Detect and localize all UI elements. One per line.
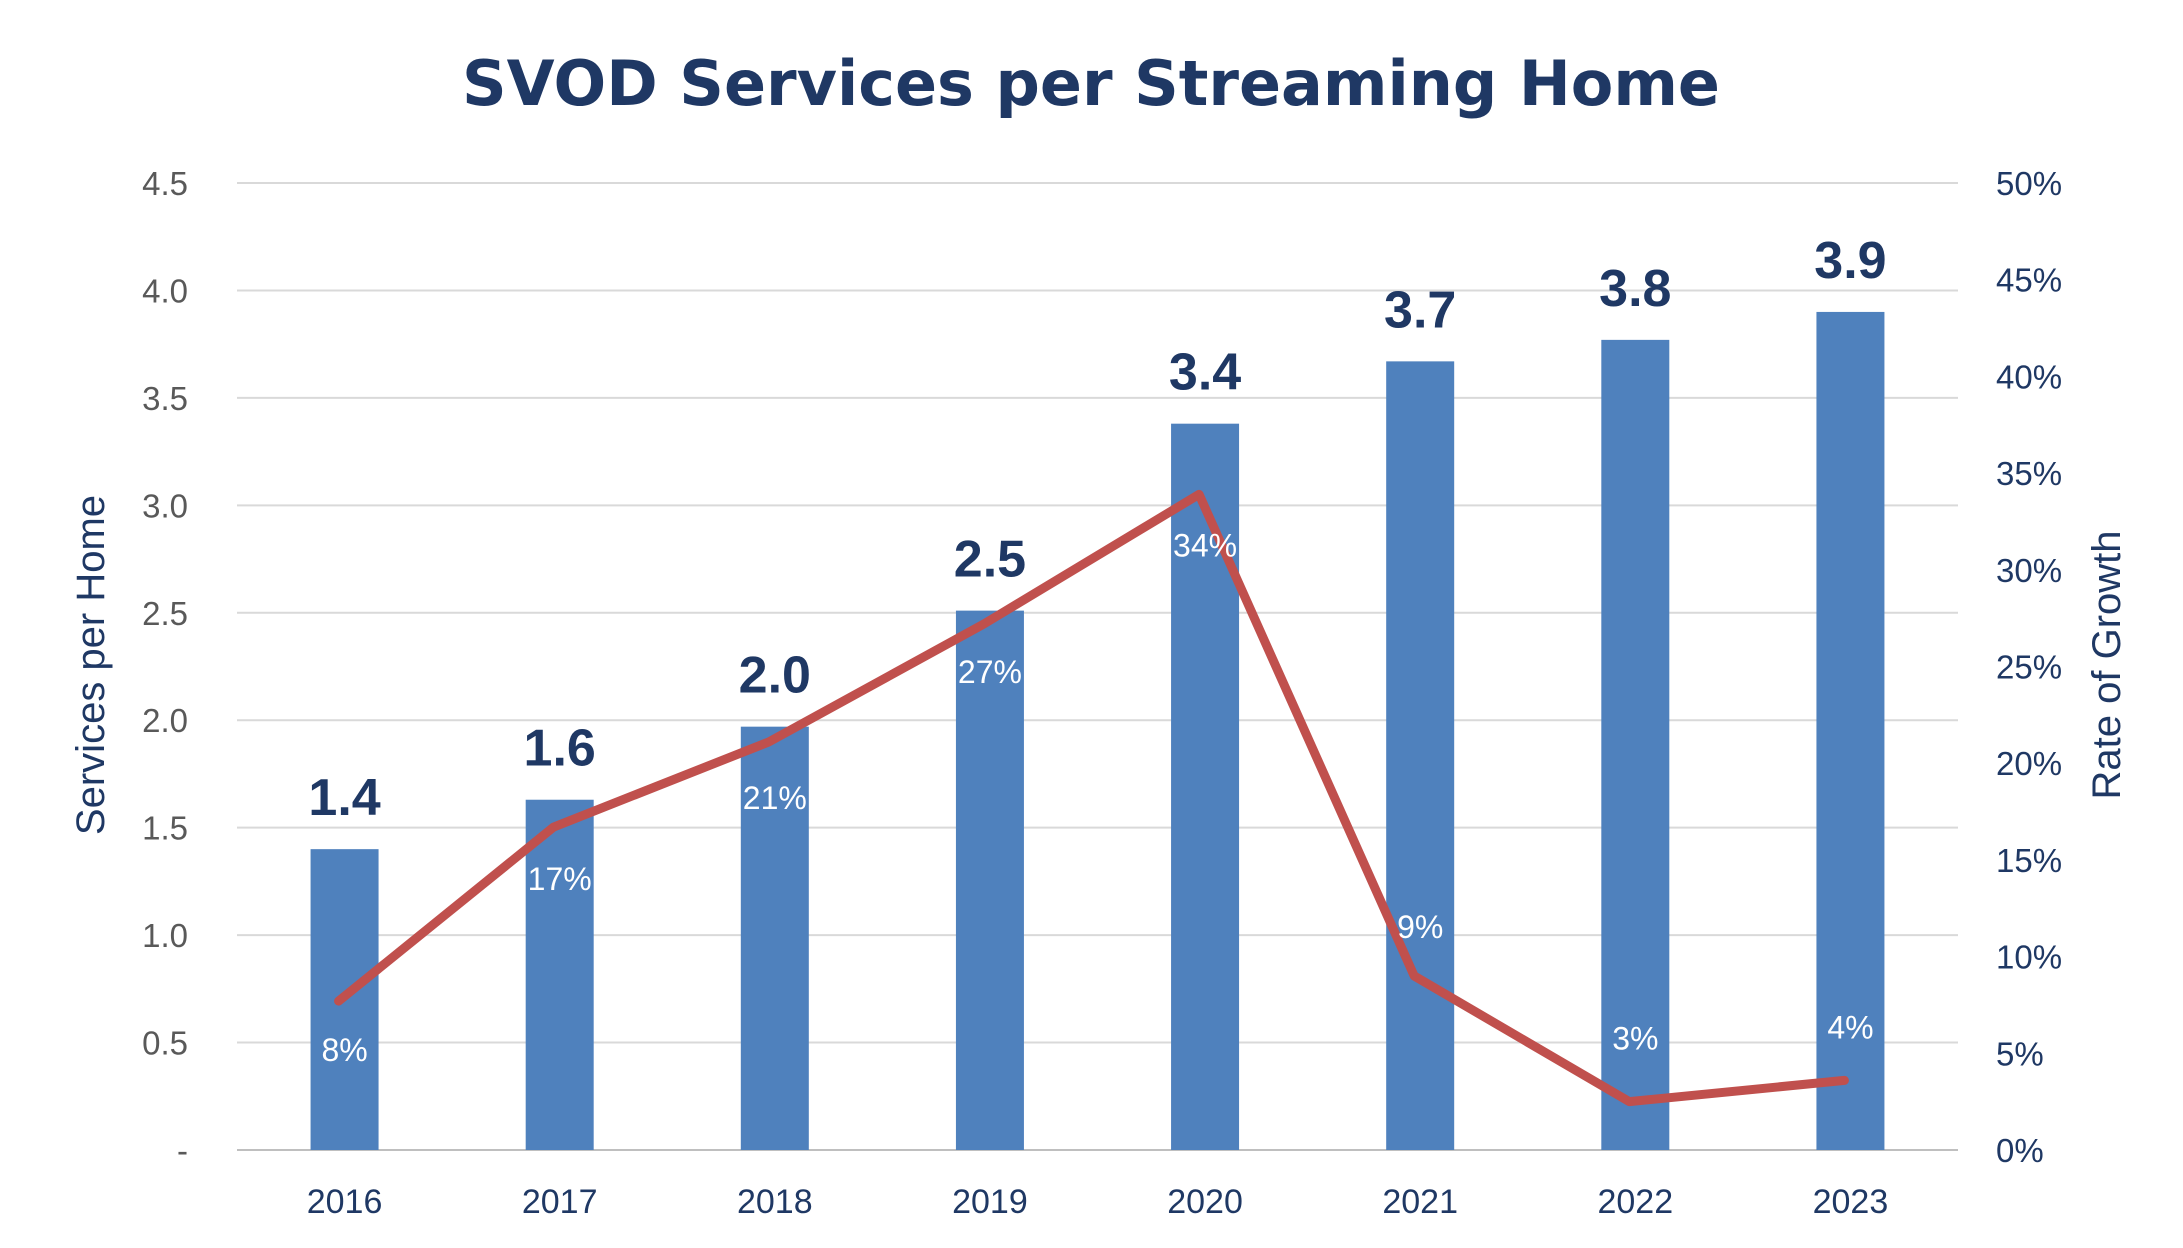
data-labels: 1.4 1.6 2.0 2.5 3.4 3.7 3.8 3.9 8% 17% 21% 27% 34% 9%…	[308, 232, 1886, 1068]
bar	[1601, 339, 1670, 1150]
growth-value-label: 34%	[1173, 527, 1237, 563]
x-tick-label: 2020	[1167, 1183, 1243, 1221]
left-tick-label: -	[177, 1132, 188, 1169]
right-tick-label: 0%	[1996, 1132, 2044, 1169]
bar-value-label: 3.8	[1599, 260, 1671, 318]
left-axis-ticks: - 0.5 1.0 1.5 2.0 2.5 3.0 3.5 4.0 4.5	[142, 165, 188, 1169]
x-tick-label: 2017	[522, 1183, 598, 1221]
right-tick-label: 45%	[1996, 262, 2062, 299]
right-tick-label: 5%	[1996, 1035, 2044, 1072]
bar-value-label: 3.9	[1814, 232, 1886, 290]
x-tick-label: 2023	[1813, 1183, 1889, 1221]
left-tick-label: 2.5	[142, 595, 188, 632]
bar	[1171, 423, 1240, 1151]
growth-value-label: 4%	[1827, 1009, 1873, 1045]
left-tick-label: 0.5	[142, 1025, 188, 1062]
bar	[1816, 311, 1885, 1150]
bar-value-label: 3.7	[1384, 281, 1456, 339]
left-tick-label: 4.5	[142, 165, 188, 202]
left-axis-title: Services per Home	[69, 495, 113, 835]
x-tick-label: 2019	[952, 1183, 1028, 1221]
x-tick-label: 2018	[737, 1183, 813, 1221]
right-tick-label: 30%	[1996, 552, 2062, 589]
right-tick-label: 40%	[1996, 358, 2062, 395]
bar	[1386, 361, 1455, 1150]
right-tick-label: 35%	[1996, 455, 2062, 492]
x-tick-label: 2016	[307, 1183, 383, 1221]
left-tick-label: 1.0	[142, 917, 188, 954]
x-tick-label: 2021	[1382, 1183, 1458, 1221]
bar-value-label: 2.5	[954, 531, 1026, 589]
left-tick-label: 4.0	[142, 272, 188, 309]
chart-title: SVOD Services per Streaming Home	[462, 47, 1720, 120]
growth-value-label: 17%	[528, 861, 592, 897]
x-axis-ticks: 2016 2017 2018 2019 2020 2021 2022 2023	[307, 1183, 1889, 1221]
growth-value-label: 27%	[958, 654, 1022, 690]
right-tick-label: 15%	[1996, 842, 2062, 879]
bars	[310, 311, 1885, 1151]
growth-line-path	[334, 489, 1849, 1107]
bar-value-label: 3.4	[1169, 344, 1241, 402]
right-tick-label: 20%	[1996, 745, 2062, 782]
bar	[525, 799, 594, 1150]
right-axis-ticks: 0% 5% 10% 15% 20% 25% 30% 35% 40% 45% 50%	[1996, 165, 2062, 1169]
left-tick-label: 3.0	[142, 487, 188, 524]
growth-line	[334, 489, 1849, 1107]
right-tick-label: 10%	[1996, 939, 2062, 976]
right-tick-label: 25%	[1996, 649, 2062, 686]
left-tick-label: 1.5	[142, 810, 188, 847]
bar	[955, 610, 1024, 1150]
bar-value-label: 1.6	[524, 720, 596, 778]
bar	[740, 726, 809, 1150]
growth-value-label: 21%	[743, 780, 807, 816]
growth-value-label: 8%	[321, 1032, 367, 1068]
right-tick-label: 50%	[1996, 165, 2062, 202]
growth-value-label: 3%	[1612, 1021, 1658, 1057]
gridlines	[237, 182, 1958, 1151]
bar-value-label: 1.4	[308, 769, 380, 827]
right-axis-title: Rate of Growth	[2085, 530, 2129, 799]
left-tick-label: 2.0	[142, 702, 188, 739]
x-tick-label: 2022	[1597, 1183, 1673, 1221]
left-tick-label: 3.5	[142, 380, 188, 417]
growth-value-label: 9%	[1397, 909, 1443, 945]
bar-value-label: 2.0	[739, 647, 811, 705]
